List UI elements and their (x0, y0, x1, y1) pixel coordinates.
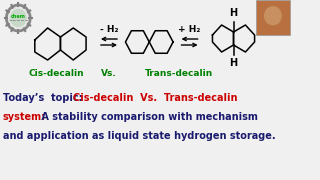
FancyBboxPatch shape (255, 0, 290, 35)
Text: Cis-decalin  Vs.  Trans-decalin: Cis-decalin Vs. Trans-decalin (73, 93, 238, 103)
Text: - H₂: - H₂ (100, 25, 118, 34)
Circle shape (265, 7, 281, 25)
Text: system:: system: (3, 112, 46, 122)
Text: H: H (229, 8, 237, 18)
Text: A stability comparison with mechanism: A stability comparison with mechanism (37, 112, 257, 122)
Text: H: H (229, 58, 237, 68)
Text: + H₂: + H₂ (178, 25, 201, 34)
Text: Vs.: Vs. (101, 69, 117, 78)
Text: and application as liquid state hydrogen storage.: and application as liquid state hydrogen… (3, 131, 276, 141)
Text: Trans-decalin: Trans-decalin (144, 69, 213, 78)
Text: Cis-decalin: Cis-decalin (29, 69, 84, 78)
Circle shape (11, 10, 26, 26)
Circle shape (6, 5, 30, 31)
Text: ~~~~~: ~~~~~ (8, 19, 28, 24)
Text: Today’s  topic:: Today’s topic: (3, 93, 86, 103)
Text: chem: chem (11, 14, 26, 19)
